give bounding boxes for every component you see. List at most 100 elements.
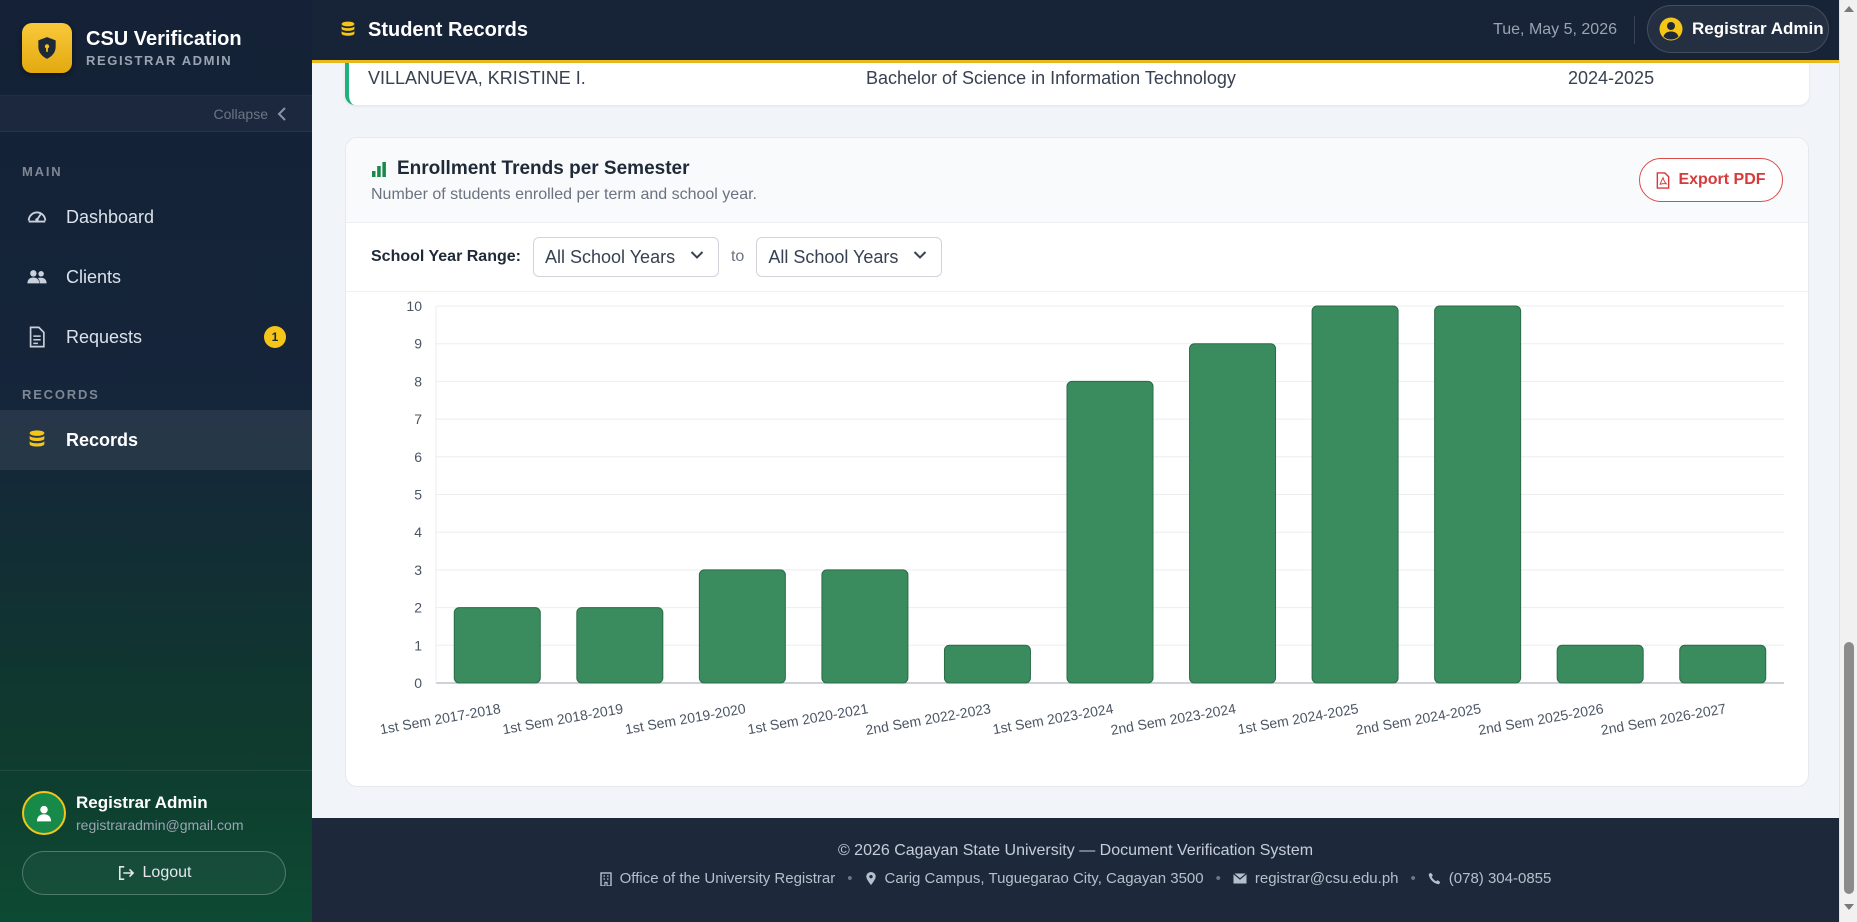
x-tick-label: 1st Sem 2024-2025 bbox=[1236, 700, 1359, 737]
record-school-year: 2024-2025 bbox=[1568, 68, 1655, 88]
collapse-button[interactable]: Collapse bbox=[0, 96, 312, 132]
chevron-left-icon bbox=[277, 106, 286, 121]
from-school-year-select[interactable]: All School Years bbox=[532, 237, 719, 277]
enrollment-chart: 0 1 2 3 4 5 6 7 8 9 10 1st Sem 2017-2018 1st Sem 201… bbox=[346, 293, 1808, 786]
footer-copyright: © 2026 Cagayan State University — Docume… bbox=[837, 842, 1314, 859]
x-tick-label: 2nd Sem 2022-2023 bbox=[864, 700, 992, 738]
card-subtitle: Number of students enrolled per term and… bbox=[371, 186, 757, 203]
top-header: Student Records Tue, May 5, 2026 Registr… bbox=[312, 0, 1839, 63]
export-pdf-button[interactable]: Export PDF bbox=[1639, 158, 1783, 202]
x-tick-label: 1st Sem 2018-2019 bbox=[501, 700, 624, 737]
y-tick-label: 2 bbox=[414, 600, 422, 616]
sidebar-item-clients[interactable]: Clients bbox=[0, 247, 312, 307]
document-icon bbox=[26, 326, 48, 348]
requests-count-badge: 1 bbox=[264, 326, 286, 348]
to-school-year-select[interactable]: All School Years bbox=[756, 237, 943, 277]
filter-label: School Year Range: bbox=[371, 248, 521, 265]
pdf-file-icon bbox=[1657, 171, 1670, 189]
record-program: Bachelor of Science in Information Techn… bbox=[866, 68, 1236, 88]
user-email: registraradmin@gmail.com bbox=[76, 817, 244, 833]
logout-label: Logout bbox=[142, 864, 192, 881]
x-tick-label: 1st Sem 2019-2020 bbox=[624, 700, 747, 737]
database-icon bbox=[26, 429, 48, 451]
sidebar-item-requests[interactable]: Requests 1 bbox=[0, 307, 312, 367]
chart-bar[interactable] bbox=[1066, 380, 1154, 684]
chevron-down-icon bbox=[690, 251, 704, 259]
chart-bar[interactable] bbox=[821, 569, 909, 684]
table-row[interactable]: VILLANUEVA, KRISTINE I. Bachelor of Scie… bbox=[345, 63, 1809, 105]
page-title: Student Records bbox=[368, 18, 529, 41]
header-user-label: Registrar Admin bbox=[1692, 19, 1824, 38]
y-tick-label: 10 bbox=[406, 298, 422, 314]
y-tick-label: 7 bbox=[414, 411, 422, 427]
sidebar-item-records[interactable]: Records bbox=[0, 410, 312, 470]
x-tick-label: 1st Sem 2023-2024 bbox=[991, 700, 1114, 737]
chevron-down-icon bbox=[914, 251, 927, 259]
header-date: Tue, May 5, 2026 bbox=[1493, 21, 1617, 38]
x-tick-label: 1st Sem 2017-2018 bbox=[379, 700, 502, 737]
chart-bar[interactable] bbox=[1434, 305, 1522, 684]
user-name: Registrar Admin bbox=[76, 793, 208, 812]
x-tick-label: 2nd Sem 2025-2026 bbox=[1477, 700, 1605, 738]
shield-logo-icon bbox=[22, 22, 72, 73]
header-divider bbox=[1634, 16, 1635, 44]
x-tick-label: 2nd Sem 2024-2025 bbox=[1354, 700, 1482, 738]
chart-bar[interactable] bbox=[453, 607, 541, 684]
phone-icon bbox=[1428, 872, 1441, 885]
page-scrollbar[interactable] bbox=[1839, 0, 1857, 922]
footer-email[interactable]: registrar@csu.edu.ph bbox=[1254, 870, 1399, 887]
chart-bar[interactable] bbox=[1556, 644, 1644, 684]
to-school-year-value: All School Years bbox=[768, 246, 899, 267]
user-avatar-icon bbox=[22, 791, 66, 835]
collapse-label: Collapse bbox=[213, 105, 268, 122]
section-label-records: RECORDS bbox=[22, 387, 100, 402]
chart-bar[interactable] bbox=[943, 644, 1031, 684]
scroll-up-arrow-icon[interactable] bbox=[1844, 6, 1854, 12]
brand-subtitle: REGISTRAR ADMIN bbox=[86, 52, 233, 68]
footer-separator: • bbox=[1410, 870, 1416, 887]
sidebar-item-label: Records bbox=[66, 429, 139, 450]
map-pin-icon bbox=[865, 871, 876, 886]
scroll-down-arrow-icon[interactable] bbox=[1844, 904, 1854, 910]
from-school-year-value: All School Years bbox=[544, 246, 676, 267]
chart-bar[interactable] bbox=[1189, 343, 1277, 684]
enrollment-trends-card: Enrollment Trends per Semester Number of… bbox=[345, 137, 1809, 787]
chart-bar[interactable] bbox=[1311, 305, 1399, 684]
export-pdf-label: Export PDF bbox=[1678, 171, 1766, 188]
card-title: Enrollment Trends per Semester bbox=[397, 158, 690, 179]
database-icon bbox=[341, 21, 355, 36]
y-tick-label: 3 bbox=[414, 562, 422, 578]
x-tick-label: 2nd Sem 2023-2024 bbox=[1109, 700, 1237, 738]
users-icon bbox=[26, 266, 48, 288]
bar-chart-icon bbox=[372, 162, 386, 177]
sidebar-item-label: Clients bbox=[66, 266, 122, 287]
page-footer: © 2026 Cagayan State University — Docume… bbox=[312, 818, 1839, 922]
school-year-filter: School Year Range: All School Years to A… bbox=[346, 223, 1808, 292]
scrollbar-thumb[interactable] bbox=[1844, 642, 1854, 894]
envelope-icon bbox=[1232, 873, 1247, 884]
record-student-name: VILLANUEVA, KRISTINE I. bbox=[368, 68, 586, 88]
sidebar-user-panel: Registrar Admin registraradmin@gmail.com… bbox=[0, 770, 312, 922]
footer-separator: • bbox=[1215, 870, 1221, 887]
section-label-main: MAIN bbox=[22, 164, 63, 179]
chart-bar[interactable] bbox=[698, 569, 786, 684]
chart-bar[interactable] bbox=[576, 607, 664, 684]
x-tick-label: 2nd Sem 2026-2027 bbox=[1600, 700, 1728, 738]
chart-bar[interactable] bbox=[1679, 644, 1767, 684]
header-user-menu[interactable]: Registrar Admin bbox=[1647, 5, 1829, 53]
sidebar-item-dashboard[interactable]: Dashboard bbox=[0, 187, 312, 247]
sidebar-item-label: Dashboard bbox=[66, 206, 155, 227]
sidebar: CSU Verification REGISTRAR ADMIN Collaps… bbox=[0, 0, 312, 922]
logout-icon bbox=[118, 865, 134, 881]
footer-address: Carig Campus, Tuguegarao City, Cagayan 3… bbox=[884, 870, 1204, 887]
y-tick-label: 8 bbox=[414, 373, 422, 389]
y-tick-label: 9 bbox=[414, 336, 422, 352]
footer-separator: • bbox=[847, 870, 853, 887]
logout-button[interactable]: Logout bbox=[22, 851, 286, 895]
y-tick-label: 5 bbox=[414, 487, 422, 503]
y-tick-label: 4 bbox=[414, 524, 422, 540]
to-label: to bbox=[730, 248, 745, 265]
y-tick-label: 0 bbox=[414, 675, 422, 691]
card-header: Enrollment Trends per Semester Number of… bbox=[346, 138, 1808, 223]
